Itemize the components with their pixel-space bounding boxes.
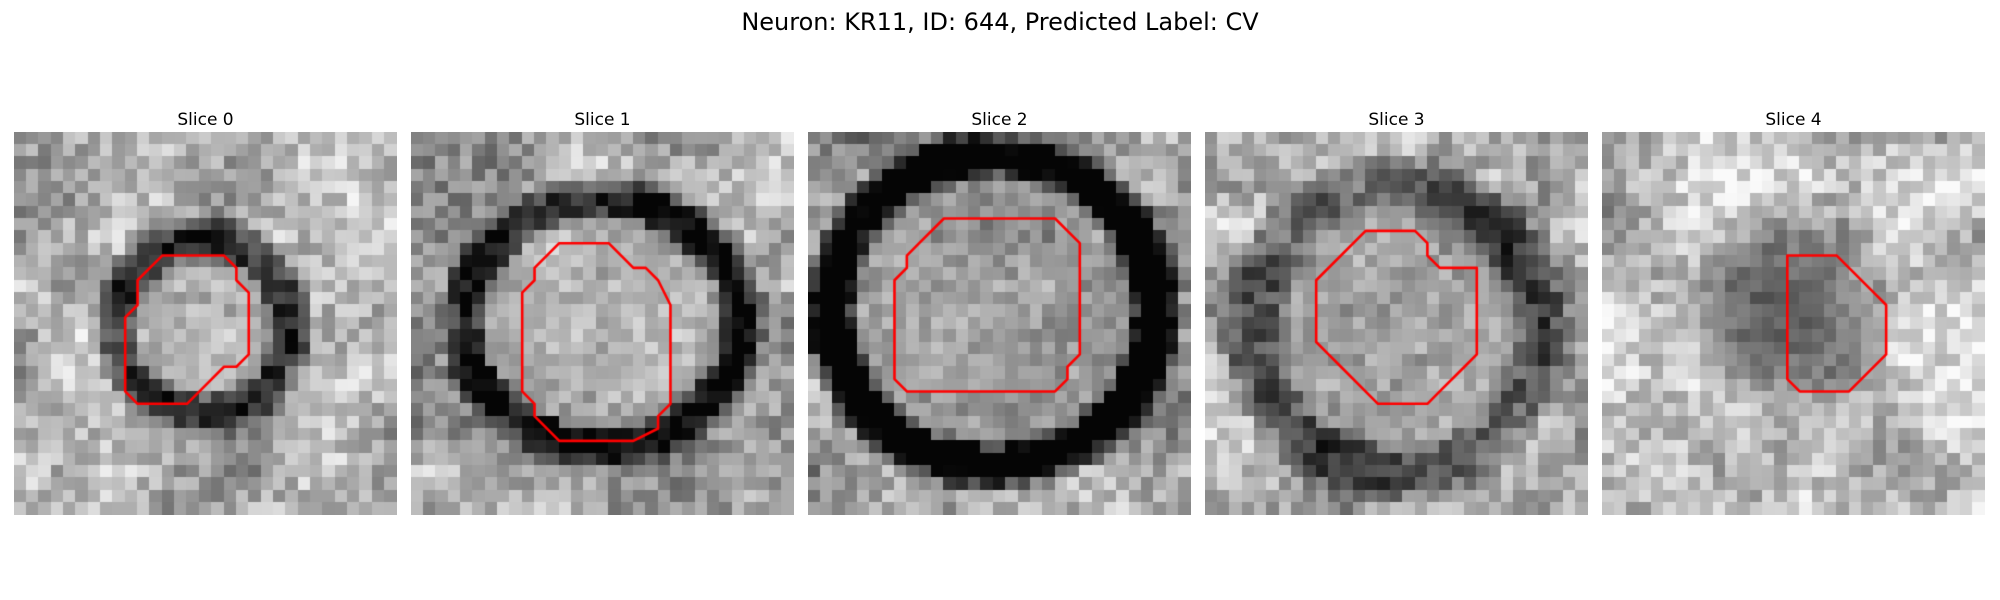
- slice-panel-2: Slice 2: [808, 108, 1191, 515]
- slice-panel-3: Slice 3: [1205, 108, 1588, 515]
- slice-title: Slice 1: [574, 110, 631, 130]
- slice-panel-0: Slice 0: [14, 108, 397, 515]
- slice-image: [411, 132, 794, 515]
- slice-image: [1602, 132, 1985, 515]
- slice-title: Slice 0: [177, 110, 234, 130]
- figure-title: Neuron: KR11, ID: 644, Predicted Label: …: [741, 8, 1259, 36]
- slice-image: [14, 132, 397, 515]
- slice-image: [1205, 132, 1588, 515]
- slice-title: Slice 2: [971, 110, 1028, 130]
- slice-title: Slice 4: [1765, 110, 1822, 130]
- slice-image: [808, 132, 1191, 515]
- slice-panel-4: Slice 4: [1602, 108, 1985, 515]
- slice-panel-1: Slice 1: [411, 108, 794, 515]
- slice-title: Slice 3: [1368, 110, 1425, 130]
